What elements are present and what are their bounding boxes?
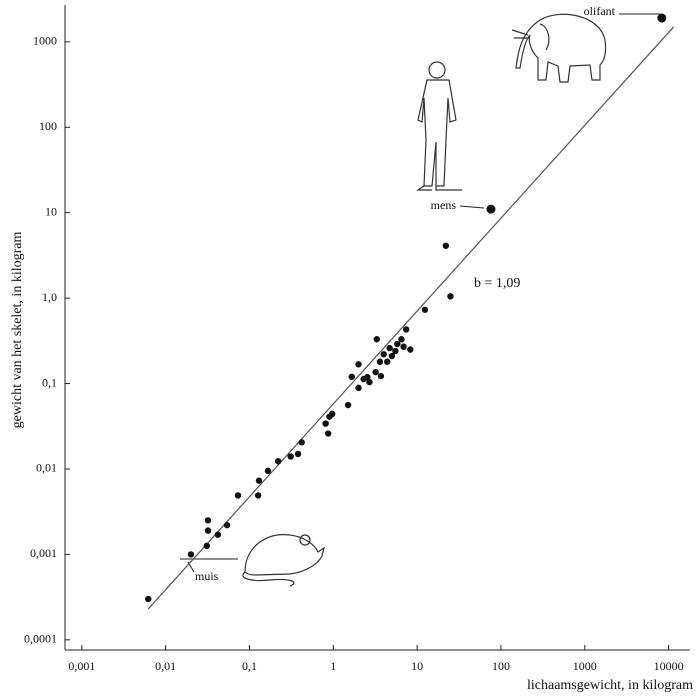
point	[355, 385, 361, 391]
x-tick-label: 1	[330, 659, 336, 673]
leader-line	[460, 206, 484, 208]
point	[205, 527, 211, 533]
point	[443, 243, 449, 249]
x-tick-label: 0,1	[242, 659, 257, 673]
point	[398, 336, 404, 342]
point	[255, 492, 261, 498]
point	[295, 451, 301, 457]
point	[205, 517, 211, 523]
point	[256, 477, 262, 483]
point	[403, 326, 409, 332]
point	[349, 374, 355, 380]
point	[345, 402, 351, 408]
point	[355, 361, 361, 367]
point	[386, 345, 392, 351]
x-tick-label: 1000	[573, 659, 597, 673]
point	[422, 307, 428, 313]
y-tick-label: 10	[45, 204, 57, 218]
point	[400, 343, 406, 349]
point	[377, 359, 383, 365]
point	[275, 458, 281, 464]
y-tick-label: 100	[39, 119, 57, 133]
mouse-illustration	[243, 535, 324, 586]
y-tick-label: 0,0001	[24, 632, 57, 646]
x-axis-label: lichaamsgewicht, in kilogram	[527, 678, 693, 693]
point	[374, 336, 380, 342]
point	[235, 492, 241, 498]
x-tick-label: 0,001	[68, 659, 95, 673]
annotation: olifant	[584, 4, 616, 18]
point	[407, 346, 413, 352]
fit-line	[148, 27, 673, 609]
x-tick-label: 0,01	[155, 659, 176, 673]
point	[366, 379, 372, 385]
y-tick-label: 0,01	[36, 461, 57, 475]
point	[392, 348, 398, 354]
point	[657, 14, 666, 23]
point	[384, 359, 390, 365]
point	[188, 551, 194, 557]
point	[265, 468, 271, 474]
point	[486, 205, 495, 214]
elephant-illustration	[512, 14, 606, 82]
point	[215, 532, 221, 538]
point	[145, 596, 151, 602]
point	[224, 522, 230, 528]
point	[325, 430, 331, 436]
y-tick-label: 0,1	[42, 375, 57, 389]
x-tick-label: 10	[411, 659, 423, 673]
annotation: muis	[195, 569, 219, 583]
x-tick-label: 100	[492, 659, 510, 673]
chart: lichaamsgewicht, in kilogram gewicht van…	[0, 0, 696, 696]
y-tick-label: 1,0	[42, 290, 57, 304]
point	[204, 543, 210, 549]
y-tick-label: 0,001	[30, 546, 57, 560]
point	[287, 453, 293, 459]
point	[322, 420, 328, 426]
y-axis-label: gewicht van het skelet, in kilogram	[10, 232, 25, 429]
point	[378, 373, 384, 379]
point	[299, 439, 305, 445]
point	[447, 293, 453, 299]
human-illustration	[418, 62, 462, 190]
y-tick-label: 1000	[33, 34, 57, 48]
x-tick-label: 10000	[654, 659, 684, 673]
annotation: mens	[431, 198, 457, 212]
point	[329, 411, 335, 417]
point	[381, 351, 387, 357]
fit-label: b = 1,09	[474, 276, 520, 291]
point	[372, 369, 378, 375]
